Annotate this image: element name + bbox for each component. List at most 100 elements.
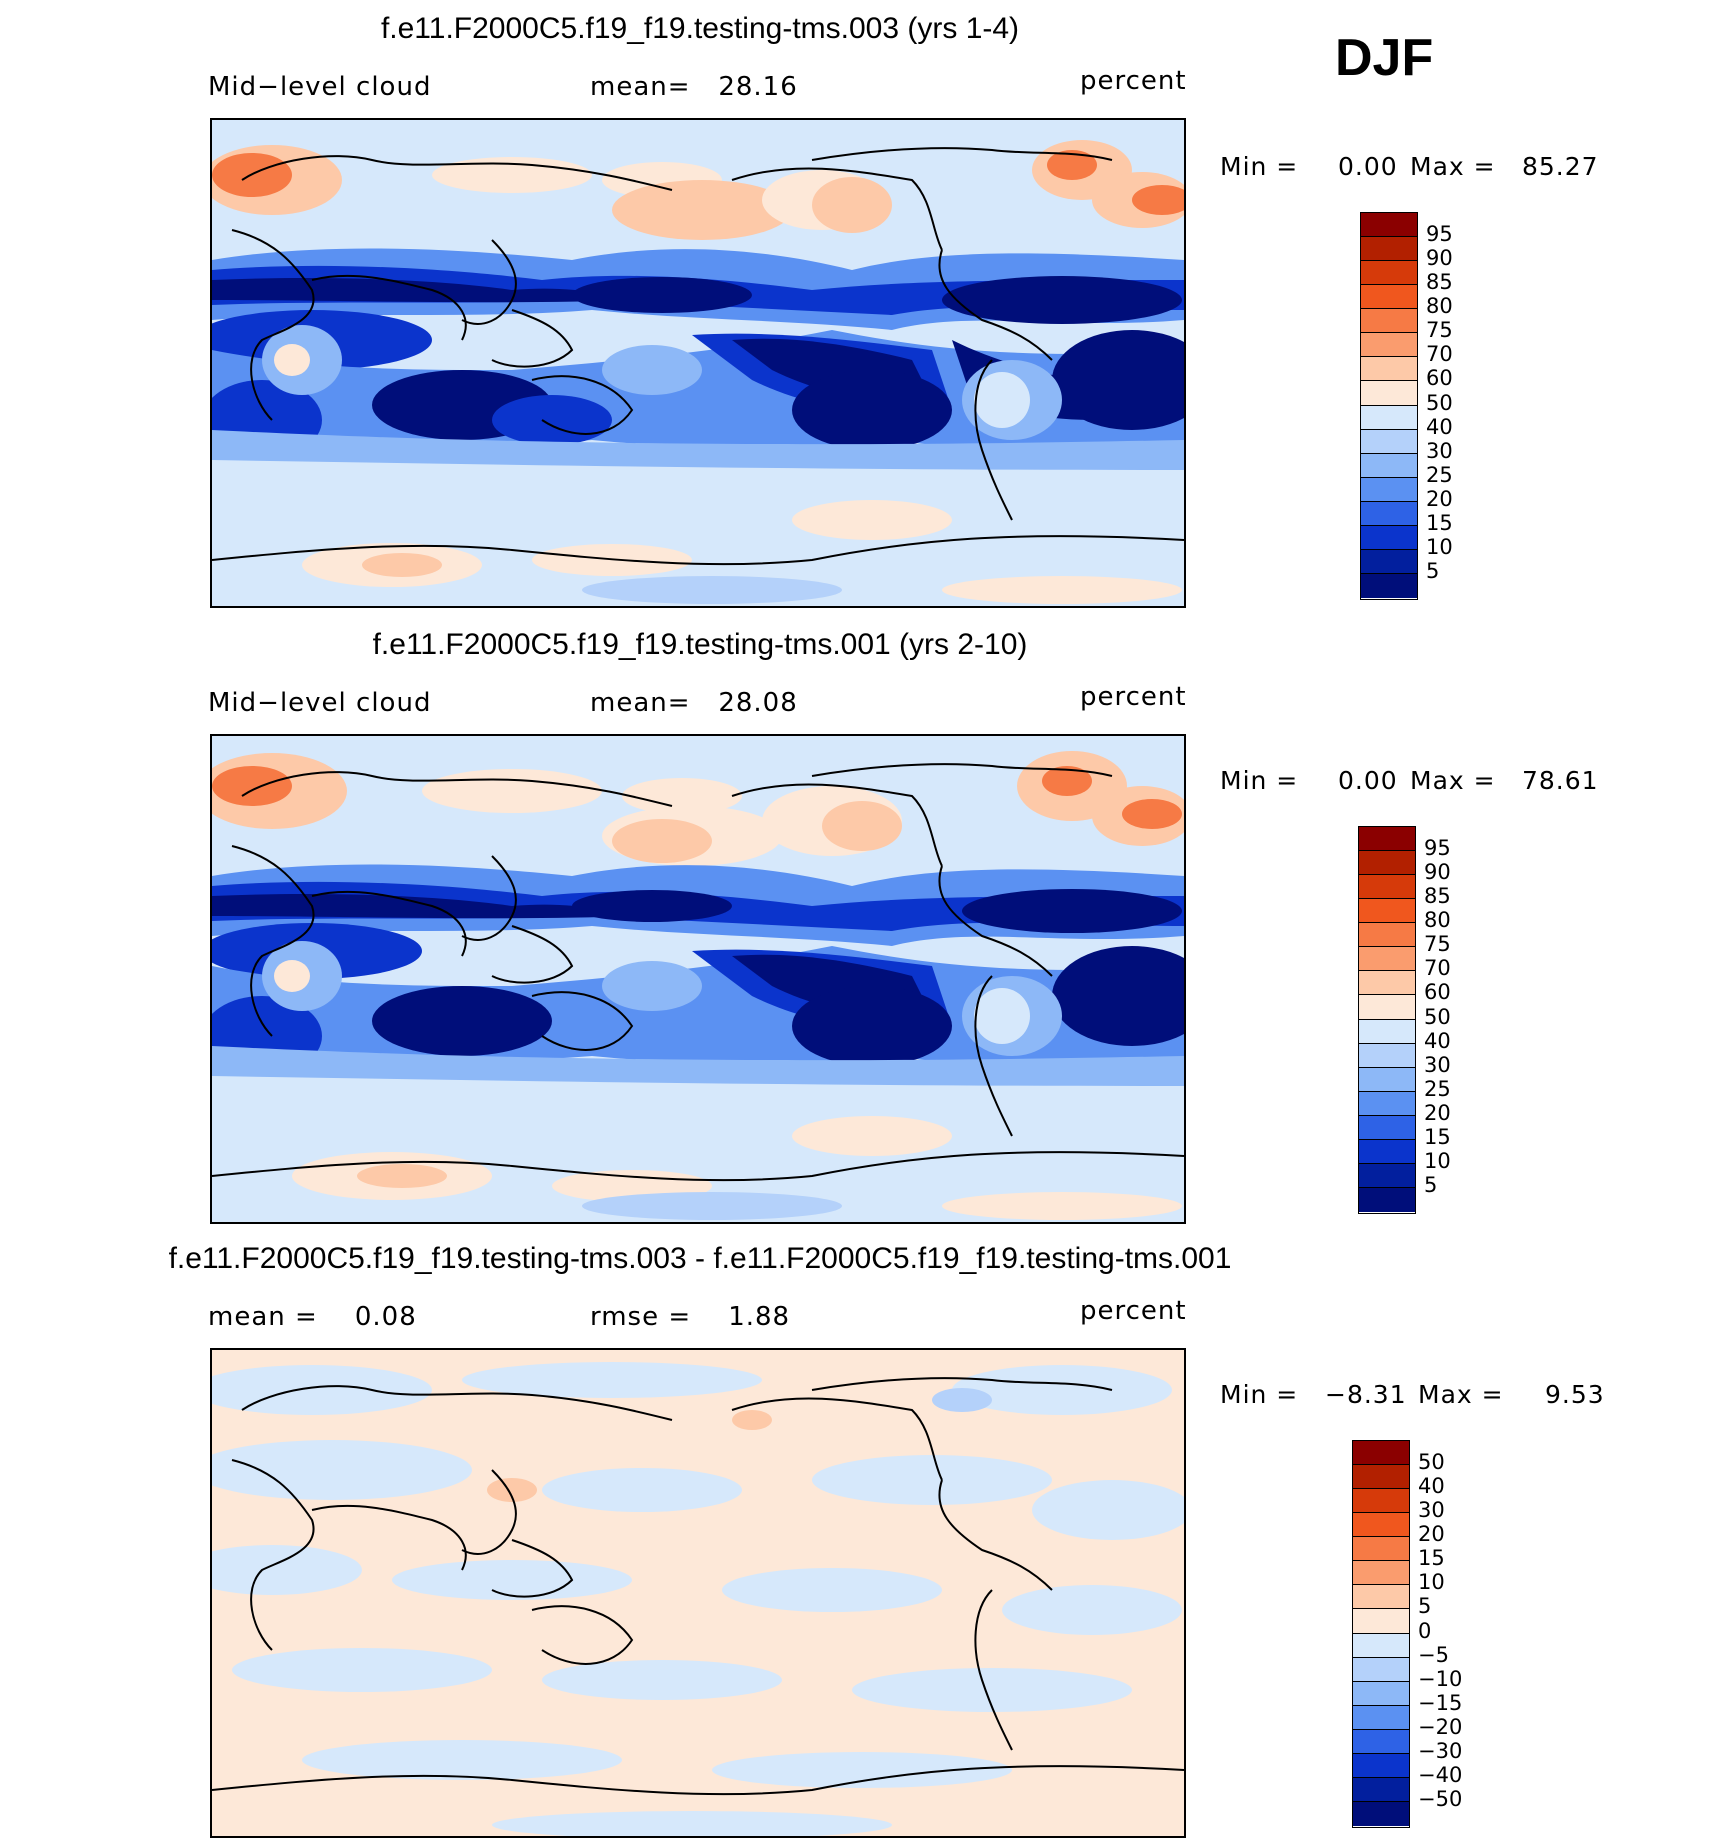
colorbar-tick-label: 70 bbox=[1426, 342, 1453, 367]
colorbar-swatch bbox=[1353, 1729, 1409, 1754]
colorbar-tick-label: 50 bbox=[1426, 390, 1453, 415]
colorbar-swatch bbox=[1361, 381, 1417, 406]
panel-3-units-label: percent bbox=[1080, 1296, 1187, 1326]
colorbar-tick-label: 30 bbox=[1424, 1052, 1451, 1077]
colorbar-swatch bbox=[1361, 309, 1417, 334]
colorbar-tick-label: 75 bbox=[1426, 318, 1453, 343]
colorbar-tick-label: 95 bbox=[1426, 222, 1453, 247]
colorbar-tick-label: 40 bbox=[1418, 1474, 1445, 1499]
colorbar-tick-label: 20 bbox=[1418, 1522, 1445, 1547]
panel-1-max-value: 85.27 bbox=[1522, 152, 1599, 181]
colorbar-swatch bbox=[1361, 549, 1417, 574]
colorbar-swatch bbox=[1359, 971, 1415, 996]
panel-3-min-label: Min = bbox=[1220, 1380, 1299, 1409]
colorbar-swatch bbox=[1359, 1043, 1415, 1068]
colorbar-swatch bbox=[1353, 1705, 1409, 1730]
colorbar-swatch bbox=[1361, 213, 1417, 238]
colorbar-swatch bbox=[1359, 947, 1415, 972]
colorbar-tick-label: −5 bbox=[1418, 1642, 1449, 1667]
panel-3-min-value: −8.31 bbox=[1325, 1380, 1407, 1409]
panel-3-contour-field bbox=[212, 1350, 1184, 1836]
colorbar-tick-label: 20 bbox=[1426, 486, 1453, 511]
colorbar-tick-label: 95 bbox=[1424, 836, 1451, 861]
colorbar-tick-label: 40 bbox=[1424, 1028, 1451, 1053]
panel-2-units-label: percent bbox=[1080, 682, 1187, 712]
colorbar-swatch bbox=[1361, 357, 1417, 382]
colorbar-tick-label: 25 bbox=[1424, 1076, 1451, 1101]
panel-2-map bbox=[210, 734, 1186, 1224]
colorbar-tick-label: 85 bbox=[1426, 270, 1453, 295]
colorbar-tick-label: 10 bbox=[1426, 534, 1453, 559]
colorbar-swatch bbox=[1359, 827, 1415, 852]
panel-1-contour-field bbox=[212, 120, 1184, 606]
colorbar-tick-label: 5 bbox=[1426, 558, 1440, 583]
colorbar-tick-label: 40 bbox=[1426, 414, 1453, 439]
colorbar-swatch bbox=[1359, 899, 1415, 924]
colorbar-swatch bbox=[1361, 333, 1417, 358]
panel-1-min-label: Min = bbox=[1220, 152, 1299, 181]
colorbar-swatch bbox=[1359, 1019, 1415, 1044]
colorbar-swatch bbox=[1361, 237, 1417, 262]
colorbar-swatch bbox=[1353, 1585, 1409, 1610]
colorbar-swatch bbox=[1361, 573, 1417, 598]
panel-2-contour-field bbox=[212, 736, 1184, 1222]
colorbar-swatch bbox=[1353, 1657, 1409, 1682]
colorbar-swatch bbox=[1361, 477, 1417, 502]
panel-1-units-label: percent bbox=[1080, 66, 1187, 96]
panel-1-max-label: Max = bbox=[1410, 152, 1496, 181]
colorbar-swatch bbox=[1353, 1753, 1409, 1778]
colorbar-tick-label: 50 bbox=[1418, 1450, 1445, 1475]
colorbar-swatch bbox=[1359, 995, 1415, 1020]
colorbar-tick-label: 15 bbox=[1426, 510, 1453, 535]
panel-3-max-label: Max = bbox=[1418, 1380, 1504, 1409]
panel-3-map bbox=[210, 1348, 1186, 1838]
colorbar-swatch bbox=[1361, 261, 1417, 286]
colorbar-swatch bbox=[1353, 1465, 1409, 1490]
colorbar-tick-label: 60 bbox=[1426, 366, 1453, 391]
colorbar-swatch bbox=[1359, 923, 1415, 948]
panel-1-variable-label: Mid−level cloud bbox=[208, 72, 432, 102]
panel-1-colorbar bbox=[1360, 212, 1418, 600]
panel-3-colorbar bbox=[1352, 1440, 1410, 1828]
colorbar-tick-label: 20 bbox=[1424, 1100, 1451, 1125]
panel-3-rmse-label: rmse = 1.88 bbox=[590, 1302, 791, 1332]
panel-2-max-value: 78.61 bbox=[1522, 766, 1599, 795]
panel-1-min-value: 0.00 bbox=[1338, 152, 1398, 181]
colorbar-swatch bbox=[1359, 851, 1415, 876]
season-label: DJF bbox=[1335, 29, 1434, 87]
colorbar-swatch bbox=[1361, 501, 1417, 526]
colorbar-tick-label: 5 bbox=[1418, 1594, 1432, 1619]
colorbar-tick-label: 10 bbox=[1418, 1570, 1445, 1595]
colorbar-swatch bbox=[1361, 453, 1417, 478]
panel-3-max-value: 9.53 bbox=[1545, 1380, 1605, 1409]
colorbar-tick-label: 30 bbox=[1418, 1498, 1445, 1523]
colorbar-swatch bbox=[1353, 1537, 1409, 1562]
colorbar-swatch bbox=[1353, 1633, 1409, 1658]
colorbar-swatch bbox=[1361, 405, 1417, 430]
panel-1-map bbox=[210, 118, 1186, 608]
colorbar-tick-label: 90 bbox=[1426, 246, 1453, 271]
panel-1-title: f.e11.F2000C5.f19_f19.testing-tms.003 (y… bbox=[380, 12, 1020, 45]
colorbar-tick-label: 10 bbox=[1424, 1148, 1451, 1173]
colorbar-swatch bbox=[1359, 1187, 1415, 1212]
colorbar-swatch bbox=[1359, 1163, 1415, 1188]
colorbar-swatch bbox=[1353, 1777, 1409, 1802]
colorbar-tick-label: −20 bbox=[1418, 1714, 1463, 1739]
colorbar-tick-label: −10 bbox=[1418, 1666, 1463, 1691]
colorbar-swatch bbox=[1359, 1115, 1415, 1140]
colorbar-swatch bbox=[1359, 1067, 1415, 1092]
colorbar-swatch bbox=[1361, 429, 1417, 454]
panel-2-colorbar bbox=[1358, 826, 1416, 1214]
colorbar-swatch bbox=[1353, 1561, 1409, 1586]
panel-2-min-label: Min = bbox=[1220, 766, 1299, 795]
panel-3-title: f.e11.F2000C5.f19_f19.testing-tms.003 - … bbox=[168, 1242, 1232, 1275]
panel-2-mean-label: mean= 28.08 bbox=[590, 688, 798, 718]
panel-2-variable-label: Mid−level cloud bbox=[208, 688, 432, 718]
colorbar-tick-label: 85 bbox=[1424, 884, 1451, 909]
colorbar-tick-label: 15 bbox=[1418, 1546, 1445, 1571]
colorbar-swatch bbox=[1353, 1513, 1409, 1538]
panel-1-mean-label: mean= 28.16 bbox=[590, 72, 798, 102]
colorbar-tick-label: 30 bbox=[1426, 438, 1453, 463]
colorbar-tick-label: 70 bbox=[1424, 956, 1451, 981]
colorbar-tick-label: −15 bbox=[1418, 1690, 1463, 1715]
